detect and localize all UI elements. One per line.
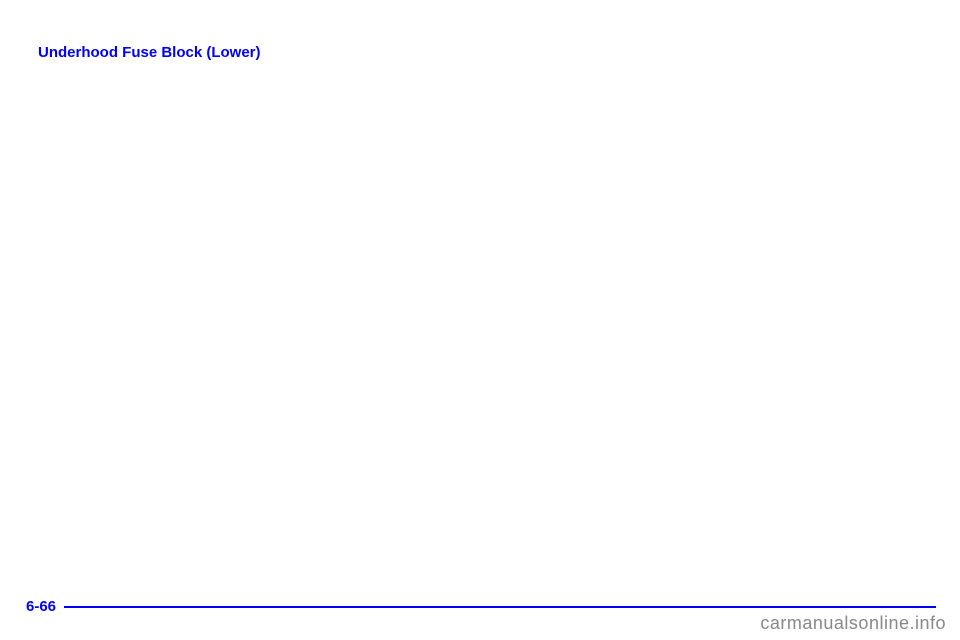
section-heading: Underhood Fuse Block (Lower) — [38, 44, 261, 61]
watermark-text: carmanualsonline.info — [760, 613, 946, 634]
page-number: 6-66 — [26, 598, 56, 615]
footer-divider — [64, 606, 936, 608]
